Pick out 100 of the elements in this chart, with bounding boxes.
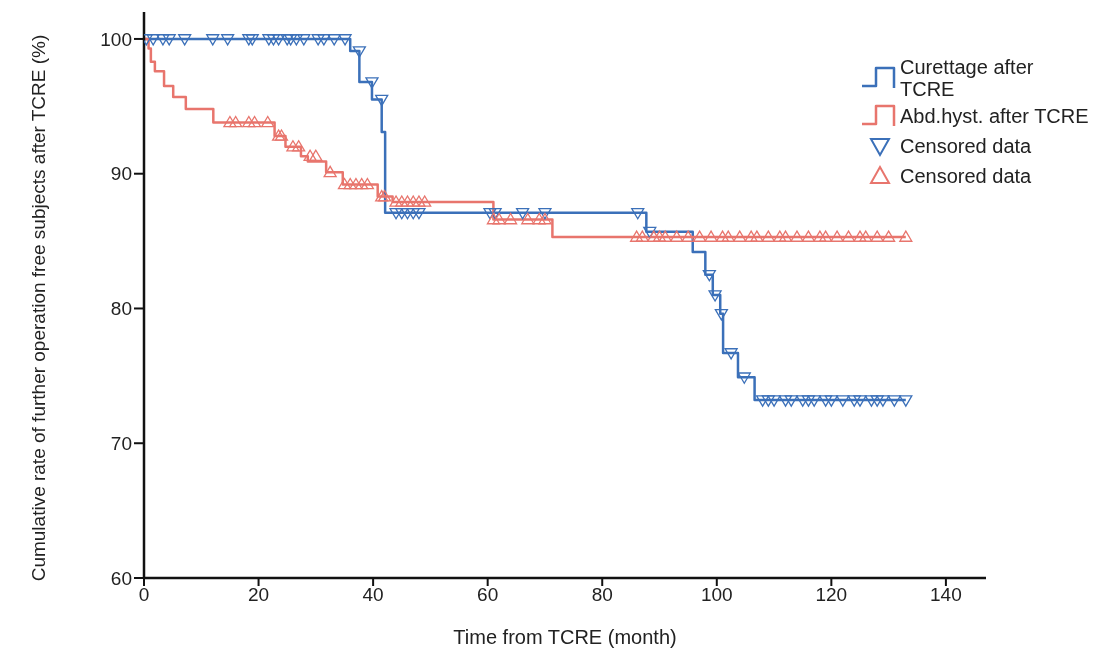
- point: [412, 207, 426, 220]
- point: [681, 230, 695, 242]
- point: [870, 230, 884, 242]
- x-tick-label: 0: [138, 584, 150, 606]
- point: [813, 230, 827, 242]
- point: [343, 177, 357, 190]
- point: [229, 115, 243, 128]
- point: [503, 212, 518, 225]
- legend-label: Censored data: [900, 135, 1033, 157]
- x-tick-label: 80: [591, 584, 613, 606]
- y-tick-label: 70: [110, 432, 132, 454]
- point: [406, 195, 420, 207]
- x-tick-label: 60: [477, 584, 499, 606]
- point: [724, 348, 738, 360]
- legend-label: Censored data: [900, 165, 1033, 187]
- x-axis-title: Time from TCRE (month): [453, 626, 677, 648]
- point: [761, 395, 775, 407]
- point: [818, 395, 833, 407]
- point: [629, 230, 644, 242]
- point: [488, 207, 502, 220]
- point: [360, 177, 375, 190]
- point: [733, 230, 747, 242]
- point: [538, 212, 552, 225]
- point: [670, 230, 684, 242]
- point: [406, 207, 420, 220]
- point: [714, 309, 729, 321]
- point: [538, 207, 552, 220]
- point: [737, 372, 751, 384]
- point: [261, 115, 275, 128]
- point: [887, 395, 901, 407]
- point: [349, 177, 363, 190]
- point: [767, 395, 781, 407]
- point: [400, 195, 415, 207]
- point: [830, 230, 844, 242]
- x-tick-label: 40: [362, 584, 384, 606]
- point: [692, 230, 707, 242]
- point: [784, 395, 798, 407]
- point: [337, 177, 352, 190]
- point: [847, 395, 861, 407]
- point: [721, 230, 735, 242]
- point: [309, 149, 323, 162]
- point: [778, 230, 793, 242]
- point: [836, 395, 850, 407]
- y-tick-label: 90: [110, 163, 132, 185]
- point: [492, 212, 506, 225]
- x-tick-label: 140: [930, 584, 962, 606]
- point: [643, 226, 657, 239]
- point: [355, 177, 369, 190]
- point: [389, 195, 403, 207]
- point: [715, 230, 730, 242]
- point: [704, 230, 718, 242]
- point: [773, 230, 787, 242]
- point: [801, 230, 816, 242]
- point: [755, 395, 770, 407]
- legend-label: Curettage after TCRE: [900, 56, 1035, 100]
- point: [631, 207, 645, 220]
- point: [303, 149, 317, 162]
- point: [899, 230, 913, 242]
- point: [744, 230, 758, 242]
- point: [801, 395, 816, 407]
- point: [824, 395, 838, 407]
- point: [708, 290, 722, 302]
- x-tick-label: 20: [247, 584, 270, 606]
- point: [486, 212, 501, 225]
- y-tick-label: 100: [100, 28, 132, 50]
- point: [635, 230, 649, 242]
- point: [702, 269, 716, 282]
- point: [223, 115, 237, 128]
- legend-label: Abd.hyst. after TCRE: [900, 105, 1090, 127]
- x-tick-label: 100: [700, 584, 733, 606]
- y-axis-title: Cumulative rate of further operation free subjects after TCRE (%): [27, 33, 50, 584]
- point: [750, 230, 764, 242]
- point: [647, 230, 661, 242]
- point: [853, 230, 867, 242]
- point: [395, 195, 409, 207]
- point: [292, 140, 306, 152]
- point: [864, 395, 879, 407]
- y-tick-label: 80: [110, 298, 132, 320]
- point: [778, 395, 793, 407]
- point: [247, 115, 262, 128]
- point: [796, 395, 810, 407]
- point: [483, 207, 497, 220]
- point: [389, 207, 403, 220]
- point: [841, 230, 856, 242]
- point: [400, 207, 415, 220]
- point: [286, 140, 300, 152]
- point: [807, 395, 821, 407]
- point: [412, 195, 426, 207]
- point: [532, 212, 546, 225]
- point: [853, 395, 867, 407]
- point: [418, 195, 432, 207]
- point: [515, 207, 530, 220]
- point: [652, 230, 667, 242]
- point: [899, 395, 913, 407]
- point: [242, 115, 256, 128]
- point: [859, 230, 873, 242]
- point: [521, 212, 535, 225]
- point: [818, 230, 833, 242]
- y-tick-label: 60: [110, 567, 132, 589]
- point: [870, 395, 884, 407]
